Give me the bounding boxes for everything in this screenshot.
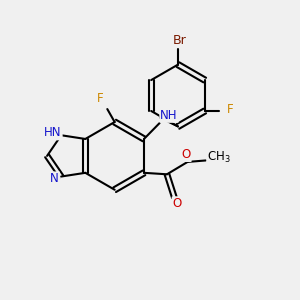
Text: CH$_3$: CH$_3$ [207, 150, 231, 165]
Text: NH: NH [160, 109, 178, 122]
Text: Br: Br [172, 34, 186, 47]
Text: N: N [50, 172, 59, 185]
Text: HN: HN [44, 126, 62, 140]
Text: O: O [182, 148, 191, 161]
Text: F: F [227, 103, 234, 116]
Text: O: O [172, 197, 182, 210]
Text: F: F [97, 92, 103, 105]
